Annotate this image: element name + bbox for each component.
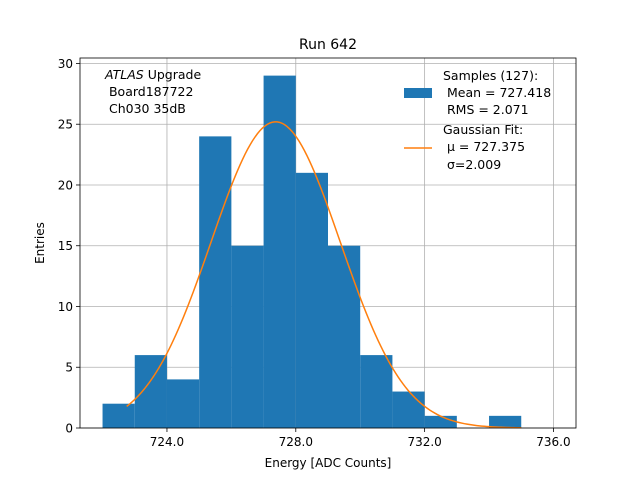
annotation-atlas: ATLAS: [104, 67, 144, 82]
annotation-line-1: ATLAS Upgrade: [104, 67, 201, 82]
histogram-bars: [102, 75, 522, 428]
legend: Samples (127): Mean = 727.418 RMS = 2.07…: [404, 68, 551, 172]
x-axis-ticks: 724.0 728.0 732.0 736.0: [150, 428, 571, 449]
chart-title: Run 642: [299, 37, 357, 53]
legend-fit-line-2: μ = 727.375: [443, 139, 525, 154]
annotation-line-3: Ch030 35dB: [105, 101, 186, 116]
legend-fit-line-1: Gaussian Fit:: [443, 122, 523, 137]
legend-hist-line-3: RMS = 2.071: [443, 102, 529, 117]
legend-hist-swatch: [404, 88, 432, 98]
annotation-line-2: Board187722: [105, 84, 193, 99]
histogram-bar: [231, 245, 264, 428]
atlas-annotation: ATLAS Upgrade Board187722 Ch030 35dB: [104, 67, 201, 116]
histogram-bar: [199, 136, 232, 428]
y-tick-label: 30: [58, 57, 73, 71]
x-tick-label: 728.0: [279, 435, 313, 449]
histogram-bar: [102, 403, 135, 428]
histogram-bar: [166, 379, 200, 428]
histogram-bar: [295, 172, 328, 428]
x-tick-label: 732.0: [407, 435, 441, 449]
histogram-bar: [263, 75, 296, 428]
histogram-bar: [360, 355, 393, 428]
gaussian-fit-curve: [126, 121, 522, 429]
histogram-bar: [489, 415, 522, 428]
y-tick-label: 0: [65, 422, 73, 436]
y-tick-label: 20: [58, 178, 73, 192]
histogram-bar: [134, 355, 167, 428]
histogram-bar: [328, 245, 361, 428]
x-tick-label: 736.0: [536, 435, 570, 449]
plot-frame: [79, 57, 577, 429]
legend-hist-line-2: Mean = 727.418: [443, 85, 551, 100]
x-tick-label: 724.0: [150, 435, 184, 449]
y-axis-ticks: 0 5 10 15 20 25 30: [58, 57, 80, 436]
y-tick-label: 15: [58, 239, 73, 253]
y-axis-label: Entries: [33, 222, 47, 264]
annotation-upgrade: Upgrade: [144, 67, 202, 82]
legend-hist-line-1: Samples (127):: [443, 68, 538, 83]
x-axis-label: Energy [ADC Counts]: [265, 456, 392, 470]
y-tick-label: 25: [58, 118, 73, 132]
histogram-bar: [424, 415, 457, 428]
histogram-bar: [392, 391, 425, 428]
y-tick-label: 10: [58, 300, 73, 314]
y-tick-label: 5: [65, 361, 73, 375]
legend-fit-line-3: σ=2.009: [443, 157, 501, 172]
